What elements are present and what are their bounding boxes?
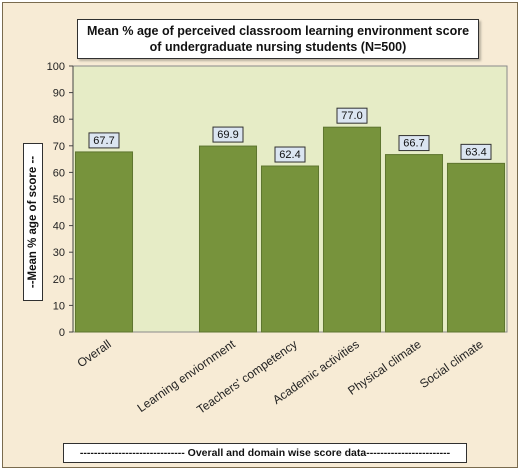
chart-title-line-2: of undergraduate nursing students (N=500… bbox=[149, 40, 407, 54]
data-label: 69.9 bbox=[217, 129, 238, 141]
y-tick-label: 40 bbox=[53, 221, 65, 233]
data-label: 67.7 bbox=[93, 135, 114, 147]
y-tick-label: 70 bbox=[53, 141, 65, 153]
y-tick-label: 20 bbox=[53, 274, 65, 286]
data-label: 66.7 bbox=[403, 138, 424, 150]
bar bbox=[446, 162, 506, 333]
y-axis-label-box: --Mean % age of score -- bbox=[23, 143, 43, 301]
y-tick-label: 10 bbox=[53, 300, 65, 312]
data-label: 63.4 bbox=[465, 146, 486, 158]
x-tick-label: Overall bbox=[75, 337, 114, 370]
x-axis-label: ------------------------------ Overall a… bbox=[63, 443, 467, 463]
data-label-box bbox=[460, 143, 492, 160]
y-tick-label: 100 bbox=[47, 61, 65, 73]
x-tick-label: Social climate bbox=[417, 337, 486, 391]
chart-title-line-1: Mean % age of perceived classroom learni… bbox=[86, 24, 470, 38]
bar bbox=[322, 126, 382, 333]
y-tick-label: 90 bbox=[53, 88, 65, 100]
bar bbox=[260, 165, 320, 333]
y-tick-label: 60 bbox=[53, 167, 65, 179]
y-tick-label: 30 bbox=[53, 247, 65, 259]
bar bbox=[74, 151, 134, 333]
data-label-box bbox=[398, 135, 430, 152]
bar bbox=[384, 154, 444, 333]
data-label-box bbox=[274, 146, 306, 163]
chart-frame: Mean % age of perceived classroom learni… bbox=[2, 2, 518, 468]
bar-chart: 0 10 20 30 40 50 60 70 80 90 100 67.7 Overall 69.9 Lea… bbox=[47, 61, 508, 417]
x-tick-label: Teachers' competency bbox=[194, 337, 300, 417]
y-tick-label: 80 bbox=[53, 114, 65, 126]
chart-title: Mean % age of perceived classroom learni… bbox=[77, 19, 479, 59]
data-label-box bbox=[88, 132, 120, 149]
x-tick-label: Learning enviornment bbox=[135, 337, 239, 415]
y-tick-label: 50 bbox=[53, 194, 65, 206]
data-label: 62.4 bbox=[279, 149, 300, 161]
data-label: 77.0 bbox=[341, 110, 362, 122]
bar bbox=[198, 145, 258, 333]
y-tick-label: 0 bbox=[59, 327, 65, 339]
data-label-box bbox=[336, 107, 368, 124]
data-label-box bbox=[212, 126, 244, 143]
